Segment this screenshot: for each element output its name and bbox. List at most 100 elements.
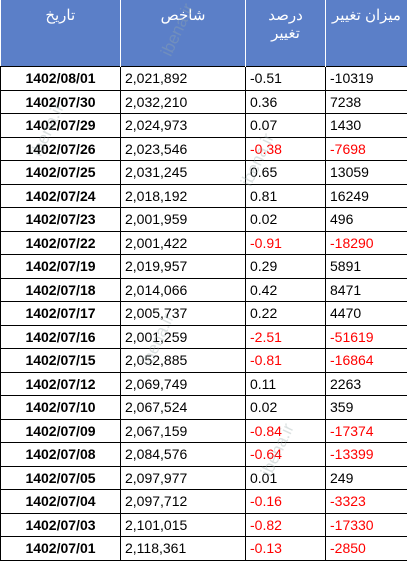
- value-cell: 2,021,892: [121, 67, 246, 91]
- value-cell: -17330: [326, 513, 407, 537]
- value-cell: 2,018,192: [121, 184, 246, 208]
- date-cell: 1402/07/30: [1, 90, 121, 114]
- value-cell: 2,023,546: [121, 137, 246, 161]
- date-cell: 1402/07/03: [1, 513, 121, 537]
- value-cell: -7698: [326, 137, 407, 161]
- date-cell: 1402/07/19: [1, 255, 121, 279]
- value-cell: 2,067,159: [121, 419, 246, 443]
- value-cell: 2,069,749: [121, 372, 246, 396]
- value-cell: -0.82: [246, 513, 326, 537]
- value-cell: 16249: [326, 184, 407, 208]
- date-cell: 1402/07/15: [1, 349, 121, 373]
- value-cell: 0.42: [246, 278, 326, 302]
- value-cell: -51619: [326, 325, 407, 349]
- value-cell: 2,001,959: [121, 208, 246, 232]
- value-cell: 2,097,977: [121, 466, 246, 490]
- header-cell: شاخص: [121, 0, 246, 67]
- value-cell: -17374: [326, 419, 407, 443]
- value-cell: -0.64: [246, 443, 326, 467]
- value-cell: 2,024,973: [121, 114, 246, 138]
- value-cell: 0.01: [246, 466, 326, 490]
- value-cell: 2,067,524: [121, 396, 246, 420]
- value-cell: 0.02: [246, 208, 326, 232]
- value-cell: -18290: [326, 231, 407, 255]
- value-cell: 0.36: [246, 90, 326, 114]
- date-cell: 1402/07/25: [1, 161, 121, 185]
- value-cell: -0.91: [246, 231, 326, 255]
- value-cell: -13399: [326, 443, 407, 467]
- date-cell: 1402/07/24: [1, 184, 121, 208]
- date-cell: 1402/07/29: [1, 114, 121, 138]
- value-cell: 2,084,576: [121, 443, 246, 467]
- value-cell: 2,001,422: [121, 231, 246, 255]
- value-cell: 8471: [326, 278, 407, 302]
- value-cell: -0.13: [246, 537, 326, 561]
- date-cell: 1402/07/26: [1, 137, 121, 161]
- value-cell: 0.07: [246, 114, 326, 138]
- value-cell: -0.51: [246, 67, 326, 91]
- value-cell: 496: [326, 208, 407, 232]
- value-cell: 359: [326, 396, 407, 420]
- value-cell: 2,118,361: [121, 537, 246, 561]
- value-cell: 1430: [326, 114, 407, 138]
- value-cell: 7238: [326, 90, 407, 114]
- value-cell: -10319: [326, 67, 407, 91]
- header-cell: درصد تغییر: [246, 0, 326, 67]
- value-cell: 2,001,259: [121, 325, 246, 349]
- date-cell: 1402/07/08: [1, 443, 121, 467]
- value-cell: 0.29: [246, 255, 326, 279]
- value-cell: 2,032,210: [121, 90, 246, 114]
- value-cell: 249: [326, 466, 407, 490]
- value-cell: 0.81: [246, 184, 326, 208]
- value-cell: 0.22: [246, 302, 326, 326]
- value-cell: 2,031,245: [121, 161, 246, 185]
- value-cell: 2,014,066: [121, 278, 246, 302]
- date-cell: 1402/07/05: [1, 466, 121, 490]
- header-cell: میزان تغییر: [326, 0, 407, 67]
- value-cell: 2,019,957: [121, 255, 246, 279]
- header-cell: تاریخ: [1, 0, 121, 67]
- value-cell: 0.02: [246, 396, 326, 420]
- date-cell: 1402/07/22: [1, 231, 121, 255]
- date-cell: 1402/07/12: [1, 372, 121, 396]
- date-cell: 1402/07/04: [1, 490, 121, 514]
- date-cell: 1402/07/23: [1, 208, 121, 232]
- value-cell: 5891: [326, 255, 407, 279]
- date-cell: 1402/07/16: [1, 325, 121, 349]
- value-cell: 2,097,712: [121, 490, 246, 514]
- value-cell: -0.81: [246, 349, 326, 373]
- value-cell: 0.65: [246, 161, 326, 185]
- value-cell: -3323: [326, 490, 407, 514]
- date-cell: 1402/07/09: [1, 419, 121, 443]
- date-cell: 1402/07/18: [1, 278, 121, 302]
- date-cell: 1402/07/01: [1, 537, 121, 561]
- date-cell: 1402/07/10: [1, 396, 121, 420]
- date-cell: 1402/07/17: [1, 302, 121, 326]
- value-cell: 2,005,737: [121, 302, 246, 326]
- value-cell: 0.11: [246, 372, 326, 396]
- value-cell: 2,101,015: [121, 513, 246, 537]
- value-cell: -0.84: [246, 419, 326, 443]
- date-cell: 1402/08/01: [1, 67, 121, 91]
